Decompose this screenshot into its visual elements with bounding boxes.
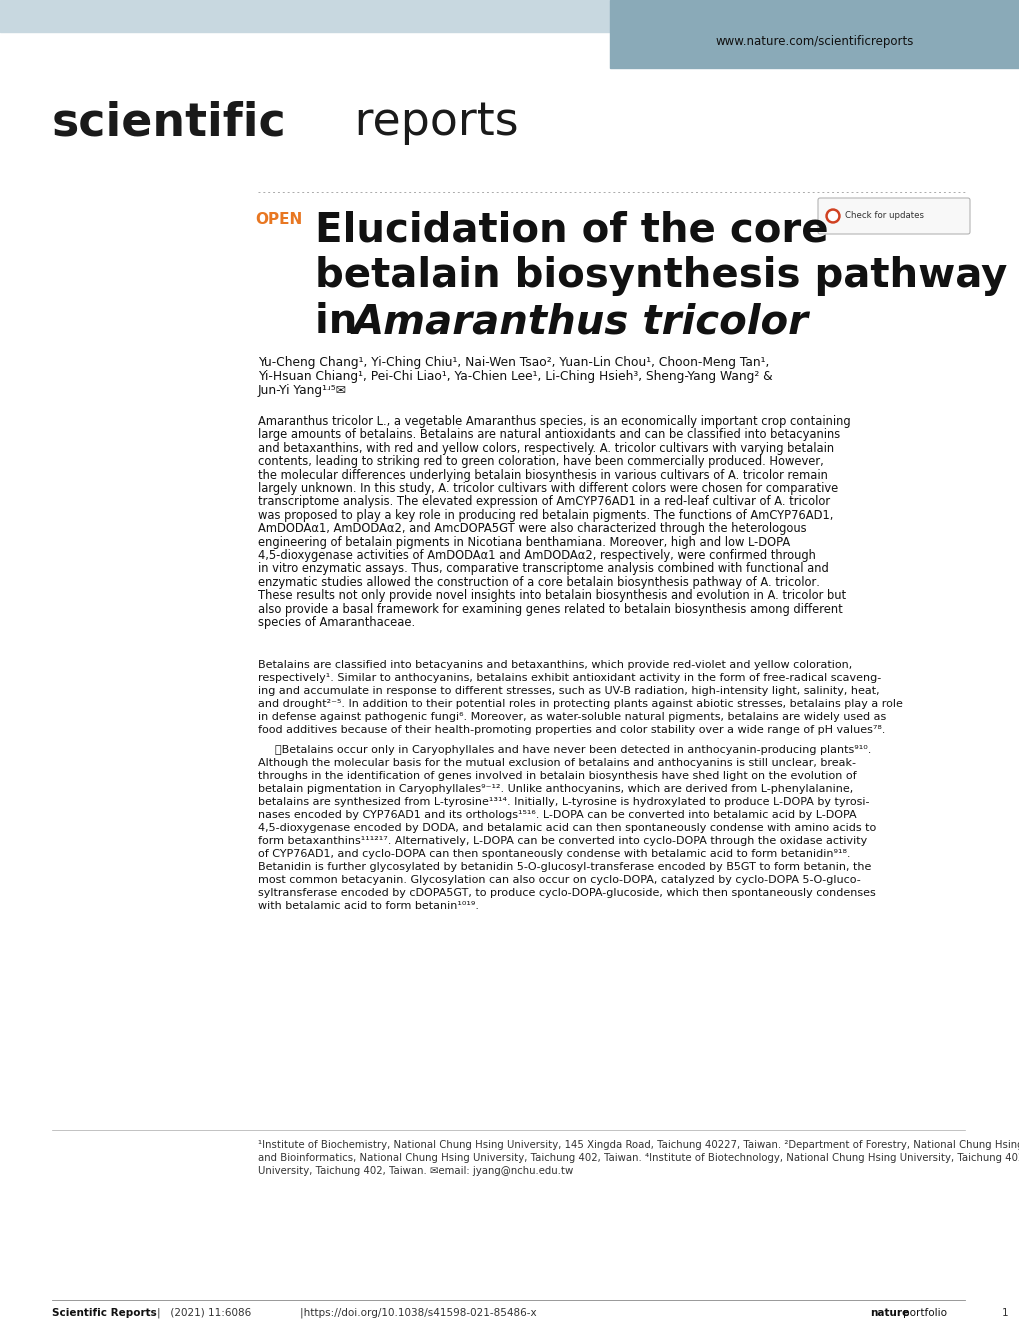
Text: reports: reports [339,100,518,145]
Text: OPEN: OPEN [255,212,302,226]
Text: 1: 1 [1001,1308,1007,1319]
Text: in defense against pathogenic fungi⁶. Moreover, as water-soluble natural pigment: in defense against pathogenic fungi⁶. Mo… [258,712,886,722]
Text: of CYP76AD1, and ​cyclo​-DOPA can then spontaneously condense with betalamic aci: of CYP76AD1, and ​cyclo​-DOPA can then s… [258,850,850,859]
Text: form betaxanthins¹¹¹²¹⁷. Alternatively, L-DOPA can be converted into ​cyclo​-DOP: form betaxanthins¹¹¹²¹⁷. Alternatively, … [258,836,866,846]
Bar [0,0,1019,32]
Text: betalains are synthesized from L-tyrosine¹³¹⁴. Initially, L-tyrosine is hydroxyl: betalains are synthesized from L-tyrosin… [258,797,868,807]
Text: 4,5-dioxygenase encoded by ​DODA​, and betalamic acid can then spontaneously con: 4,5-dioxygenase encoded by ​DODA​, and b… [258,823,875,833]
Text: betalain pigmentation in Caryophyllales⁹⁻¹². Unlike anthocyanins, which are deri: betalain pigmentation in Caryophyllales⁹… [258,784,853,795]
Text: with betalamic acid to form betanin¹⁰¹⁹.: with betalamic acid to form betanin¹⁰¹⁹. [258,900,479,911]
Text: Elucidation of the core: Elucidation of the core [315,210,827,251]
Text: portfolio: portfolio [902,1308,946,1319]
Text: 4,5-dioxygenase activities of AmDODAα1 and AmDODAα2, respectively, were confirme: 4,5-dioxygenase activities of AmDODAα1 a… [258,549,815,561]
Text: Betanidin is further glycosylated by betanidin 5-​O​-glucosyl-transferase encode: Betanidin is further glycosylated by bet… [258,862,870,872]
Text: in vitro enzymatic assays. Thus, comparative transcriptome analysis combined wit: in vitro enzymatic assays. Thus, compara… [258,563,828,575]
Text: contents, leading to striking red to green coloration, have been commercially pr: contents, leading to striking red to gre… [258,456,823,468]
Text: www.nature.com/scientificreports: www.nature.com/scientificreports [715,35,913,48]
Text: Check for updates: Check for updates [844,212,923,221]
FancyBboxPatch shape [817,198,969,234]
Text: Although the molecular basis for the mutual exclusion of betalains and anthocyan: Although the molecular basis for the mut… [258,758,855,768]
Text: Betalains are classified into betacyanins and betaxanthins, which provide red-vi: Betalains are classified into betacyanin… [258,661,852,670]
Text: These results not only provide novel insights into betalain biosynthesis and evo: These results not only provide novel ins… [258,590,846,602]
Circle shape [825,209,840,222]
Text: and drought²⁻⁵. In addition to their potential roles in protecting plants agains: and drought²⁻⁵. In addition to their pot… [258,699,902,709]
Text: nases encoded by ​CYP76AD1​ and its orthologs¹⁵¹⁶. L-DOPA can be converted into : nases encoded by ​CYP76AD1​ and its orth… [258,809,856,820]
Text: Amaranthus tricolor L., a vegetable ​Amaranthus​ species, is an economically imp: Amaranthus tricolor L., a vegetable ​Ama… [258,415,850,427]
Text: and betaxanthins, with red and yellow colors, respectively. ​A. tricolor​ cultiv: and betaxanthins, with red and yellow co… [258,442,834,454]
Text: Yi-Hsuan Chiang¹, Pei-Chi Liao¹, Ya-Chien Lee¹, Li-Ching Hsieh³, Sheng-Yang Wang: Yi-Hsuan Chiang¹, Pei-Chi Liao¹, Ya-Chie… [258,370,771,383]
Text: engineering of betalain pigments in ​Nicotiana benthamiana​. Moreover, high and : engineering of betalain pigments in ​Nic… [258,536,790,548]
Text: scientific: scientific [52,100,286,145]
Text: Scientific Reports: Scientific Reports [52,1308,157,1319]
Bar [609,0,1019,68]
Text: transcriptome analysis. The elevated expression of ​AmCYP76AD1​ in a red-leaf cu: transcriptome analysis. The elevated exp… [258,496,829,508]
Text: most common betacyanin. Glycosylation can also occur on ​cyclo​-DOPA, catalyzed : most common betacyanin. Glycosylation ca… [258,875,860,884]
Text: Jun-Yi Yang¹ʴ⁵✉: Jun-Yi Yang¹ʴ⁵✉ [258,385,346,397]
Text: food additives because of their health-promoting properties and color stability : food additives because of their health-p… [258,725,884,736]
Text: Amaranthus tricolor: Amaranthus tricolor [353,302,808,342]
Text: nature: nature [869,1308,908,1319]
Text: the molecular differences underlying betalain biosynthesis in various cultivars : the molecular differences underlying bet… [258,469,827,481]
Text: large amounts of betalains. Betalains are natural antioxidants and can be classi: large amounts of betalains. Betalains ar… [258,429,840,441]
Text: ¹Institute of Biochemistry, National Chung Hsing University, 145 Xingda Road, Ta: ¹Institute of Biochemistry, National Chu… [258,1140,1019,1150]
Text: University, Taichung 402, Taiwan. ✉email: jyang@nchu.edu.tw: University, Taichung 402, Taiwan. ✉email… [258,1166,573,1177]
Text: ​AmDODAα1​, ​AmDODAα2​, and ​AmcDOPA5GT​ were also characterized through the het: ​AmDODAα1​, ​AmDODAα2​, and ​AmcDOPA5GT​… [258,523,806,535]
Text: species of ​Amaranthaceae​.: species of ​Amaranthaceae​. [258,616,415,628]
Text: enzymatic studies allowed the construction of a core betalain biosynthesis pathw: enzymatic studies allowed the constructi… [258,576,819,588]
Text: Betalains occur only in Caryophyllales and have never been detected in anthocyan: Betalains occur only in Caryophyllales a… [275,745,870,754]
Text: syltransferase encoded by ​cDOPA5GT​, to produce ​cyclo​-DOPA-glucoside, which t: syltransferase encoded by ​cDOPA5GT​, to… [258,888,875,898]
Text: in: in [315,302,371,342]
Text: was proposed to play a key role in producing red betalain pigments. The function: was proposed to play a key role in produ… [258,509,833,521]
Text: betalain biosynthesis pathway: betalain biosynthesis pathway [315,256,1007,296]
Text: largely unknown. In this study, ​A. tricolor​ cultivars with different colors we: largely unknown. In this study, ​A. tric… [258,482,838,494]
Text: respectively¹. Similar to anthocyanins, betalains exhibit antioxidant activity i: respectively¹. Similar to anthocyanins, … [258,673,880,683]
Text: also provide a basal framework for examining genes related to betalain biosynthe: also provide a basal framework for exami… [258,603,842,615]
Circle shape [827,212,837,221]
Text: |   (2021) 11:6086               |https://doi.org/10.1038/s41598-021-85486-x: | (2021) 11:6086 |https://doi.org/10.103… [157,1308,536,1319]
Text: ing and accumulate in response to different stresses, such as UV-B radiation, hi: ing and accumulate in response to differ… [258,686,878,695]
Text: and Bioinformatics, National Chung Hsing University, Taichung 402, Taiwan. ⁴Inst: and Bioinformatics, National Chung Hsing… [258,1152,1019,1163]
Text: throughs in the identification of genes involved in betalain biosynthesis have s: throughs in the identification of genes … [258,770,856,781]
Text: Yu-Cheng Chang¹, Yi-Ching Chiu¹, Nai-Wen Tsao², Yuan-Lin Chou¹, Choon-Meng Tan¹,: Yu-Cheng Chang¹, Yi-Ching Chiu¹, Nai-Wen… [258,356,768,368]
